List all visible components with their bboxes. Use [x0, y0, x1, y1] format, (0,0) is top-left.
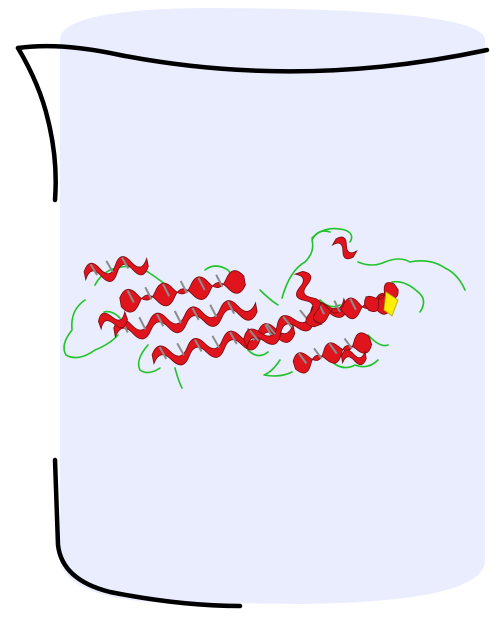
- beaker-left-wall-upper: [15, 45, 58, 203]
- beaker-left-wall-lower: [52, 457, 243, 609]
- protein-helices: [83, 236, 399, 374]
- protein-strand: [383, 291, 399, 317]
- beaker-body: [60, 8, 485, 604]
- beaker-rim-line: [15, 43, 490, 74]
- protein-structure: [63, 227, 466, 389]
